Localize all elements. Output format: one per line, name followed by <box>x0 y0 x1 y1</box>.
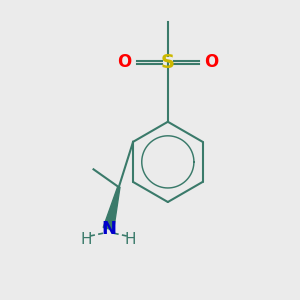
Text: H: H <box>80 232 92 247</box>
Text: S: S <box>161 53 175 72</box>
Text: H: H <box>125 232 136 247</box>
Text: N: N <box>101 220 116 238</box>
Text: O: O <box>204 53 219 71</box>
Text: O: O <box>117 53 131 71</box>
Polygon shape <box>103 187 120 230</box>
